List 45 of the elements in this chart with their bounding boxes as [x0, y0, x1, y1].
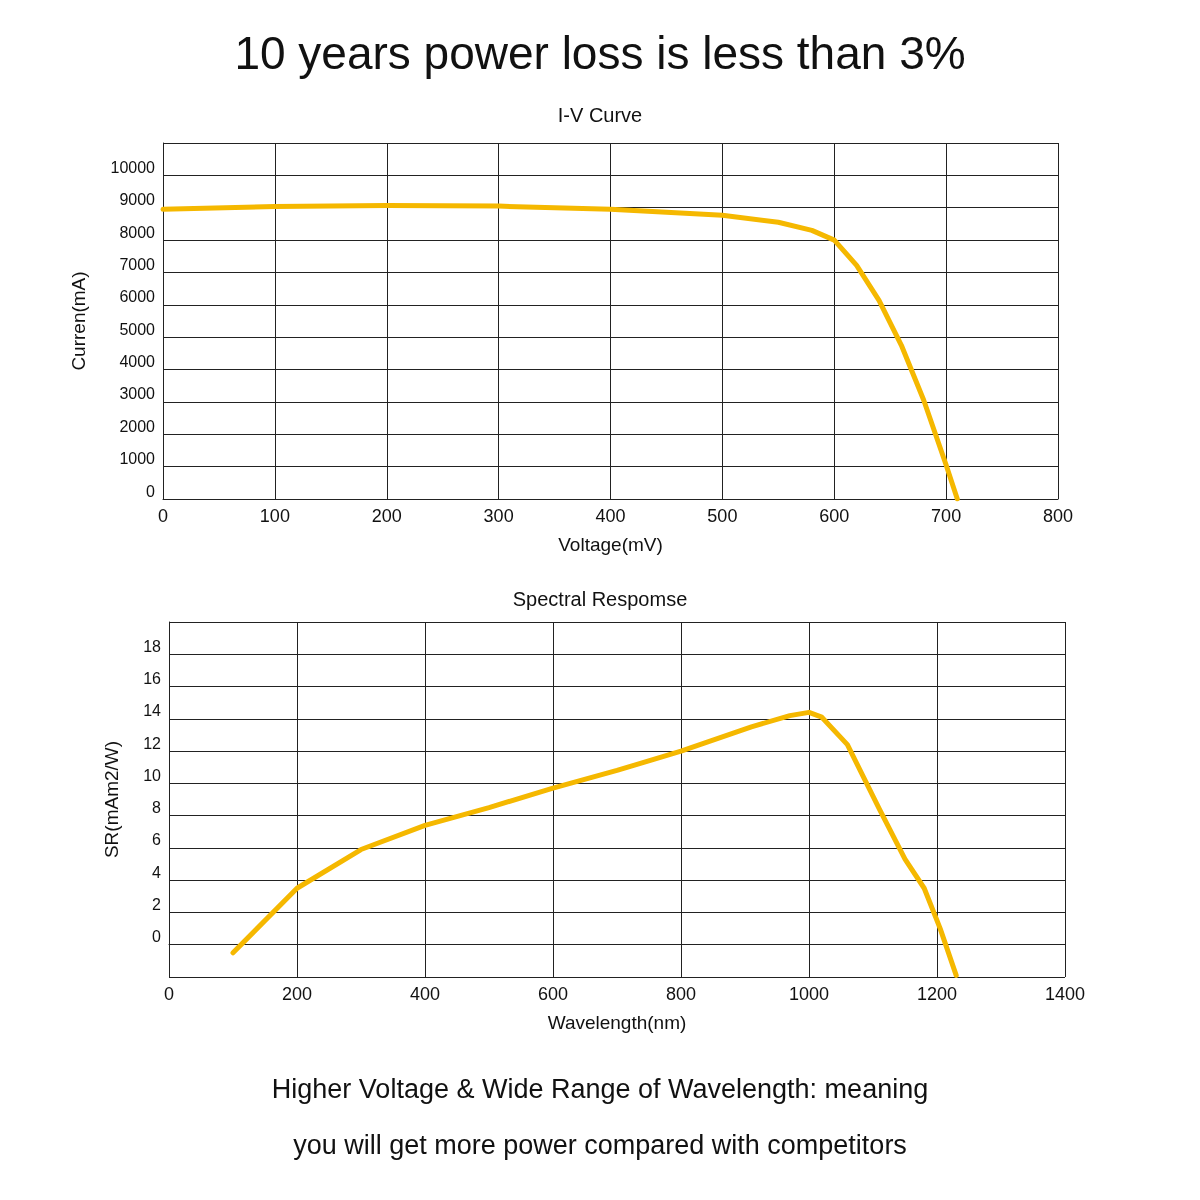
y-tick-label: 0: [146, 482, 156, 500]
x-axis-title: Voltage(mV): [558, 534, 663, 555]
y-tick-label: 6: [152, 831, 162, 849]
y-tick-label: 10000: [110, 158, 156, 176]
y-tick-label: 12: [143, 734, 162, 752]
y-tick-label: 8000: [119, 223, 156, 241]
text: Higher Voltage & Wide Range of Wavelength: meaning: [271, 1073, 929, 1104]
y-axis-title: Curren(mA): [68, 271, 89, 371]
x-tick-label: 400: [409, 984, 441, 1004]
x-tick-label: 400: [595, 506, 626, 526]
chart-subtitle: I-V Curve: [557, 104, 643, 126]
y-axis-title: SR(mAm2/W): [101, 740, 122, 859]
x-tick-label: 600: [819, 506, 850, 526]
x-axis-title: Wavelength(nm): [547, 1012, 687, 1033]
y-tick-label: 2000: [119, 417, 156, 435]
x-tick-label: 600: [537, 984, 569, 1004]
x-tick-label: 1400: [1044, 984, 1086, 1004]
y-tick-label: 8: [152, 799, 162, 817]
y-tick-label: 10: [143, 766, 162, 784]
x-tick-label: 800: [1042, 506, 1074, 526]
y-tick-label: 6000: [119, 288, 156, 306]
x-tick-label: 800: [665, 984, 697, 1004]
y-tick-label: 1000: [119, 450, 156, 468]
chart-title: Spectral Respomse: [512, 588, 688, 610]
y-tick-label: 7000: [119, 255, 156, 273]
y-tick-label: 4000: [119, 353, 156, 371]
y-tick-label: 0: [152, 928, 162, 946]
x-tick-label: 1000: [788, 984, 830, 1004]
text: you will get more power compared with competitors: [293, 1129, 907, 1160]
y-tick-label: 9000: [119, 191, 156, 209]
x-tick-label: 100: [259, 506, 290, 526]
x-tick-label: 500: [707, 506, 738, 526]
chart-title: 10 years power loss is less than 3%: [234, 27, 966, 79]
y-tick-label: 2: [152, 895, 162, 913]
y-tick-label: 18: [143, 637, 162, 655]
y-tick-label: 16: [143, 670, 162, 688]
x-tick-label: 200: [371, 506, 402, 526]
x-tick-label: 300: [483, 506, 514, 526]
x-tick-label: 700: [931, 506, 962, 526]
x-tick-label: 1200: [916, 984, 958, 1004]
x-tick-label: 200: [281, 984, 313, 1004]
y-tick-label: 14: [143, 702, 162, 720]
y-tick-label: 3000: [119, 385, 156, 403]
y-tick-label: 5000: [119, 320, 156, 338]
y-tick-label: 4: [152, 863, 162, 881]
